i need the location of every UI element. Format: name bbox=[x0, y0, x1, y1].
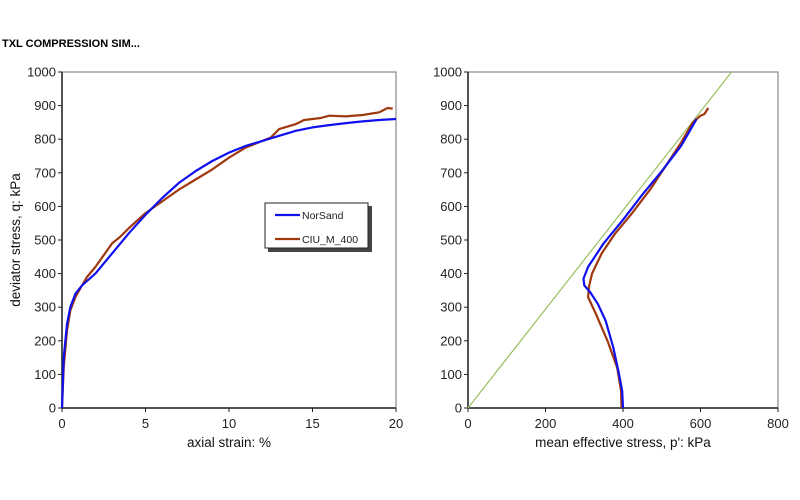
series-norsand bbox=[60, 117, 397, 409]
x-tick-label: 800 bbox=[767, 416, 789, 431]
y-tick-label: 300 bbox=[440, 300, 462, 315]
x-tick-label: 10 bbox=[222, 416, 236, 431]
legend-box bbox=[264, 202, 369, 249]
y-tick-label: 0 bbox=[49, 401, 56, 416]
legend-label: CIU_M_400 bbox=[302, 234, 358, 246]
y-tick-label: 800 bbox=[34, 132, 56, 147]
y-tick-label: 700 bbox=[440, 165, 462, 180]
y-tick-label: 1000 bbox=[433, 65, 462, 80]
x-tick-label: 200 bbox=[535, 416, 557, 431]
y-tick-label: 400 bbox=[440, 266, 462, 281]
y-tick-label: 1000 bbox=[27, 65, 56, 80]
x-tick-label: 0 bbox=[58, 416, 65, 431]
x-tick-label: 0 bbox=[464, 416, 471, 431]
y-tick-label: 100 bbox=[440, 367, 462, 382]
y-tick-label: 200 bbox=[34, 333, 56, 348]
y-tick-label: 500 bbox=[34, 233, 56, 248]
y-tick-label: 600 bbox=[440, 199, 462, 214]
x-tick-label: 600 bbox=[690, 416, 712, 431]
x-tick-label: 15 bbox=[305, 416, 319, 431]
legend-label: NorSand bbox=[302, 210, 344, 222]
series-ciu-m-400 bbox=[586, 107, 710, 409]
critical-state-line bbox=[467, 71, 732, 409]
y-tick-label: 700 bbox=[34, 165, 56, 180]
y-tick-label: 200 bbox=[440, 333, 462, 348]
y-tick-label: 0 bbox=[455, 401, 462, 416]
y-tick-label: 100 bbox=[34, 367, 56, 382]
y-tick-label: 900 bbox=[34, 98, 56, 113]
y-tick-label: 400 bbox=[34, 266, 56, 281]
plot-frame bbox=[467, 71, 779, 409]
x-tick-label: 5 bbox=[142, 416, 149, 431]
y-tick-label: 500 bbox=[440, 233, 462, 248]
x-tick-label: 400 bbox=[612, 416, 634, 431]
chart-title: TXL COMPRESSION SIM... bbox=[2, 38, 140, 50]
x-axis-label: mean effective stress, p': kPa bbox=[535, 435, 711, 450]
y-tick-label: 900 bbox=[440, 98, 462, 113]
y-axis-label: deviator stress, q: kPa bbox=[8, 173, 23, 307]
x-tick-label: 20 bbox=[389, 416, 403, 431]
y-tick-label: 300 bbox=[34, 300, 56, 315]
y-tick-label: 600 bbox=[34, 199, 56, 214]
y-tick-label: 800 bbox=[440, 132, 462, 147]
series-norsand bbox=[582, 118, 698, 409]
x-axis-label: axial strain: % bbox=[187, 435, 271, 450]
